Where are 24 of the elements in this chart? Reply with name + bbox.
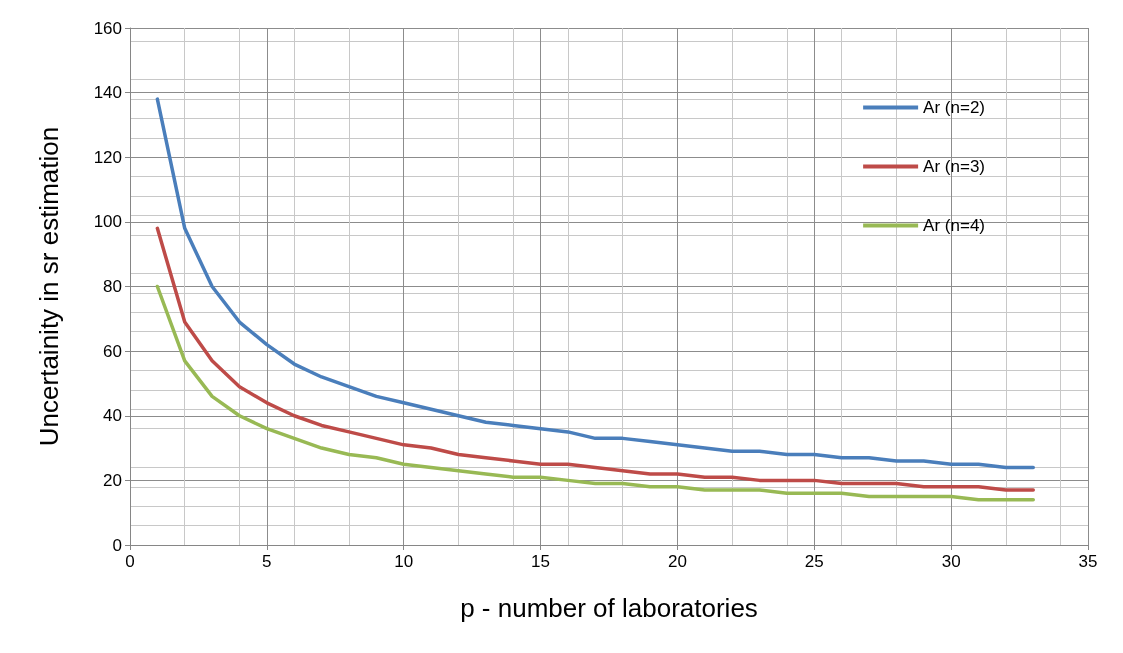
legend-label: Ar (n=3) xyxy=(923,157,986,176)
x-tick-label: 15 xyxy=(531,552,551,571)
line-series xyxy=(155,97,1036,470)
x-tick-label: 30 xyxy=(941,552,961,571)
legend-label: Ar (n=4) xyxy=(923,216,986,235)
y-tick-label: 0 xyxy=(112,535,122,555)
y-tick-label: 160 xyxy=(93,18,122,38)
y-tick-label: 20 xyxy=(103,470,122,490)
x-tick-label: 0 xyxy=(125,552,135,571)
x-tick-label: 25 xyxy=(804,552,824,571)
x-tick-label: 20 xyxy=(667,552,687,571)
line-series xyxy=(155,284,1036,502)
x-tick-label: 35 xyxy=(1078,552,1098,571)
y-tick-label: 40 xyxy=(103,406,122,426)
y-tick-label: 140 xyxy=(93,83,122,103)
y-tick-label: 120 xyxy=(93,147,122,167)
x-tick-label: 10 xyxy=(394,552,414,571)
y-tick-label: 80 xyxy=(103,277,122,296)
y-tick-label: 60 xyxy=(103,341,122,361)
y-axis-title: Uncertainity in sr estimation xyxy=(34,126,64,447)
legend-label: Ar (n=2) xyxy=(923,98,986,117)
x-tick-label: 5 xyxy=(262,552,272,571)
x-axis-title: p - number of laboratories xyxy=(460,593,758,623)
y-tick-label: 100 xyxy=(93,212,122,232)
